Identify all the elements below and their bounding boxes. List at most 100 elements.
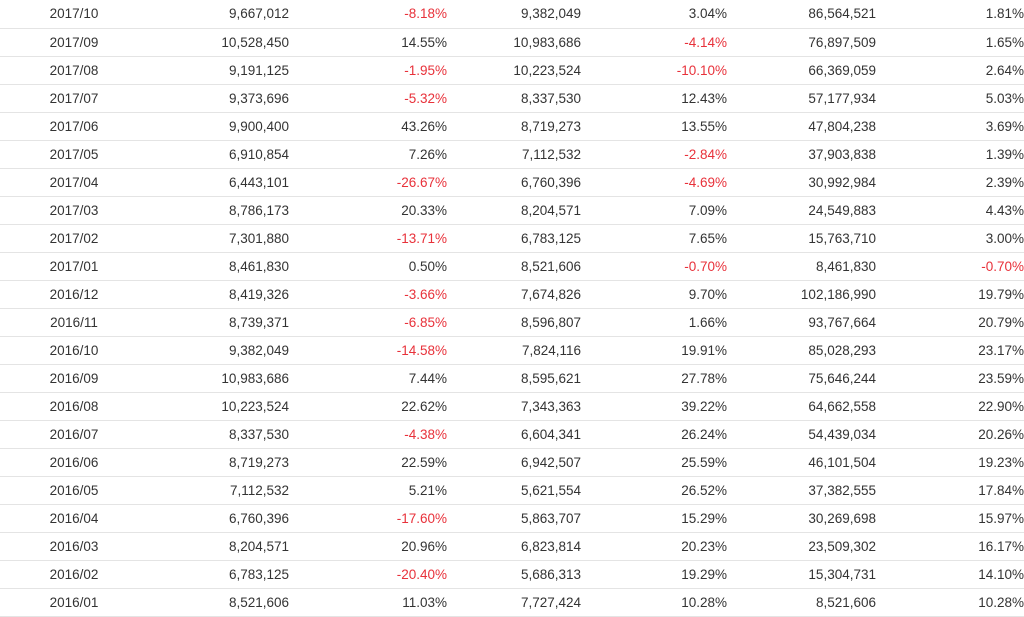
month-cell: 2016/08	[0, 392, 148, 421]
table-row: 2017/02 7,301,880 -13.71% 6,783,125 7.65% 15,…	[0, 224, 1024, 253]
cumulative-value-cell: 37,903,838	[727, 140, 876, 169]
table-row: 2016/04 6,760,396 -17.60% 5,863,707 15.29% 30…	[0, 504, 1024, 533]
cumulative-change-cell: 16.17%	[876, 532, 1024, 561]
month-cell: 2016/06	[0, 448, 148, 477]
compare-change-cell: 20.23%	[581, 532, 727, 561]
cumulative-change-cell: 3.69%	[876, 112, 1024, 141]
compare-value-cell: 7,112,532	[447, 140, 581, 169]
table-row: 2017/04 6,443,101 -26.67% 6,760,396 -4.69% 30…	[0, 168, 1024, 197]
value-cell: 8,337,530	[148, 420, 289, 449]
cumulative-value-cell: 64,662,558	[727, 392, 876, 421]
value-cell: 9,900,400	[148, 112, 289, 141]
compare-value-cell: 7,674,826	[447, 280, 581, 309]
cumulative-change-cell: 1.81%	[876, 0, 1024, 29]
value-change-cell: 0.50%	[289, 252, 447, 281]
value-cell: 8,739,371	[148, 308, 289, 337]
table-row: 2016/11 8,739,371 -6.85% 8,596,807 1.66% 93,7…	[0, 308, 1024, 337]
value-cell: 10,223,524	[148, 392, 289, 421]
compare-change-cell: 9.70%	[581, 280, 727, 309]
table-row: 2016/09 10,983,686 7.44% 8,595,621 27.78% 75,…	[0, 364, 1024, 393]
table-row: 2016/01 8,521,606 11.03% 7,727,424 10.28% 8,5…	[0, 588, 1024, 617]
month-cell: 2017/02	[0, 224, 148, 253]
table-row: 2016/03 8,204,571 20.96% 6,823,814 20.23% 23,…	[0, 532, 1024, 561]
compare-value-cell: 9,382,049	[447, 0, 581, 29]
month-cell: 2017/08	[0, 56, 148, 85]
cumulative-change-cell: 15.97%	[876, 504, 1024, 533]
table-row: 2017/09 10,528,450 14.55% 10,983,686 -4.14% 7…	[0, 28, 1024, 57]
cumulative-value-cell: 15,304,731	[727, 560, 876, 589]
value-change-cell: -1.95%	[289, 56, 447, 85]
month-cell: 2016/04	[0, 504, 148, 533]
compare-value-cell: 10,983,686	[447, 28, 581, 57]
value-change-cell: -4.38%	[289, 420, 447, 449]
compare-change-cell: 19.29%	[581, 560, 727, 589]
value-cell: 9,382,049	[148, 336, 289, 365]
cumulative-value-cell: 57,177,934	[727, 84, 876, 113]
value-change-cell: -14.58%	[289, 336, 447, 365]
table-row: 2016/05 7,112,532 5.21% 5,621,554 26.52% 37,3…	[0, 476, 1024, 505]
compare-value-cell: 6,604,341	[447, 420, 581, 449]
cumulative-value-cell: 8,461,830	[727, 252, 876, 281]
compare-value-cell: 8,521,606	[447, 252, 581, 281]
compare-change-cell: 1.66%	[581, 308, 727, 337]
value-change-cell: -8.18%	[289, 0, 447, 29]
compare-change-cell: -0.70%	[581, 252, 727, 281]
compare-value-cell: 5,863,707	[447, 504, 581, 533]
compare-value-cell: 8,596,807	[447, 308, 581, 337]
compare-change-cell: 7.09%	[581, 196, 727, 225]
cumulative-change-cell: 2.39%	[876, 168, 1024, 197]
cumulative-value-cell: 75,646,244	[727, 364, 876, 393]
compare-value-cell: 8,719,273	[447, 112, 581, 141]
cumulative-change-cell: 4.43%	[876, 196, 1024, 225]
value-change-cell: 7.26%	[289, 140, 447, 169]
value-cell: 8,521,606	[148, 588, 289, 617]
compare-change-cell: 27.78%	[581, 364, 727, 393]
table-row: 2016/07 8,337,530 -4.38% 6,604,341 26.24% 54,…	[0, 420, 1024, 449]
table-row: 2017/10 9,667,012 -8.18% 9,382,049 3.04% 86,5…	[0, 0, 1024, 29]
value-cell: 7,301,880	[148, 224, 289, 253]
month-cell: 2017/07	[0, 84, 148, 113]
cumulative-value-cell: 54,439,034	[727, 420, 876, 449]
compare-value-cell: 6,783,125	[447, 224, 581, 253]
cumulative-change-cell: 22.90%	[876, 392, 1024, 421]
value-cell: 6,910,854	[148, 140, 289, 169]
compare-value-cell: 8,204,571	[447, 196, 581, 225]
value-change-cell: 11.03%	[289, 588, 447, 617]
table-row: 2017/03 8,786,173 20.33% 8,204,571 7.09% 24,5…	[0, 196, 1024, 225]
value-change-cell: 22.59%	[289, 448, 447, 477]
cumulative-value-cell: 66,369,059	[727, 56, 876, 85]
value-change-cell: -13.71%	[289, 224, 447, 253]
cumulative-change-cell: 5.03%	[876, 84, 1024, 113]
value-change-cell: 20.33%	[289, 196, 447, 225]
month-cell: 2016/12	[0, 280, 148, 309]
cumulative-value-cell: 8,521,606	[727, 588, 876, 617]
value-change-cell: 43.26%	[289, 112, 447, 141]
value-cell: 8,719,273	[148, 448, 289, 477]
cumulative-value-cell: 30,269,698	[727, 504, 876, 533]
cumulative-value-cell: 76,897,509	[727, 28, 876, 57]
value-cell: 6,443,101	[148, 168, 289, 197]
value-cell: 8,461,830	[148, 252, 289, 281]
cumulative-value-cell: 15,763,710	[727, 224, 876, 253]
month-cell: 2017/03	[0, 196, 148, 225]
compare-value-cell: 7,343,363	[447, 392, 581, 421]
value-cell: 7,112,532	[148, 476, 289, 505]
month-cell: 2016/03	[0, 532, 148, 561]
value-change-cell: 5.21%	[289, 476, 447, 505]
value-change-cell: -26.67%	[289, 168, 447, 197]
compare-change-cell: 25.59%	[581, 448, 727, 477]
month-cell: 2017/10	[0, 0, 148, 29]
value-change-cell: 20.96%	[289, 532, 447, 561]
cumulative-change-cell: 23.17%	[876, 336, 1024, 365]
cumulative-change-cell: 2.64%	[876, 56, 1024, 85]
cumulative-value-cell: 46,101,504	[727, 448, 876, 477]
value-cell: 6,783,125	[148, 560, 289, 589]
month-cell: 2017/06	[0, 112, 148, 141]
value-change-cell: 14.55%	[289, 28, 447, 57]
compare-change-cell: -4.14%	[581, 28, 727, 57]
compare-value-cell: 6,823,814	[447, 532, 581, 561]
value-cell: 8,786,173	[148, 196, 289, 225]
month-cell: 2016/02	[0, 560, 148, 589]
